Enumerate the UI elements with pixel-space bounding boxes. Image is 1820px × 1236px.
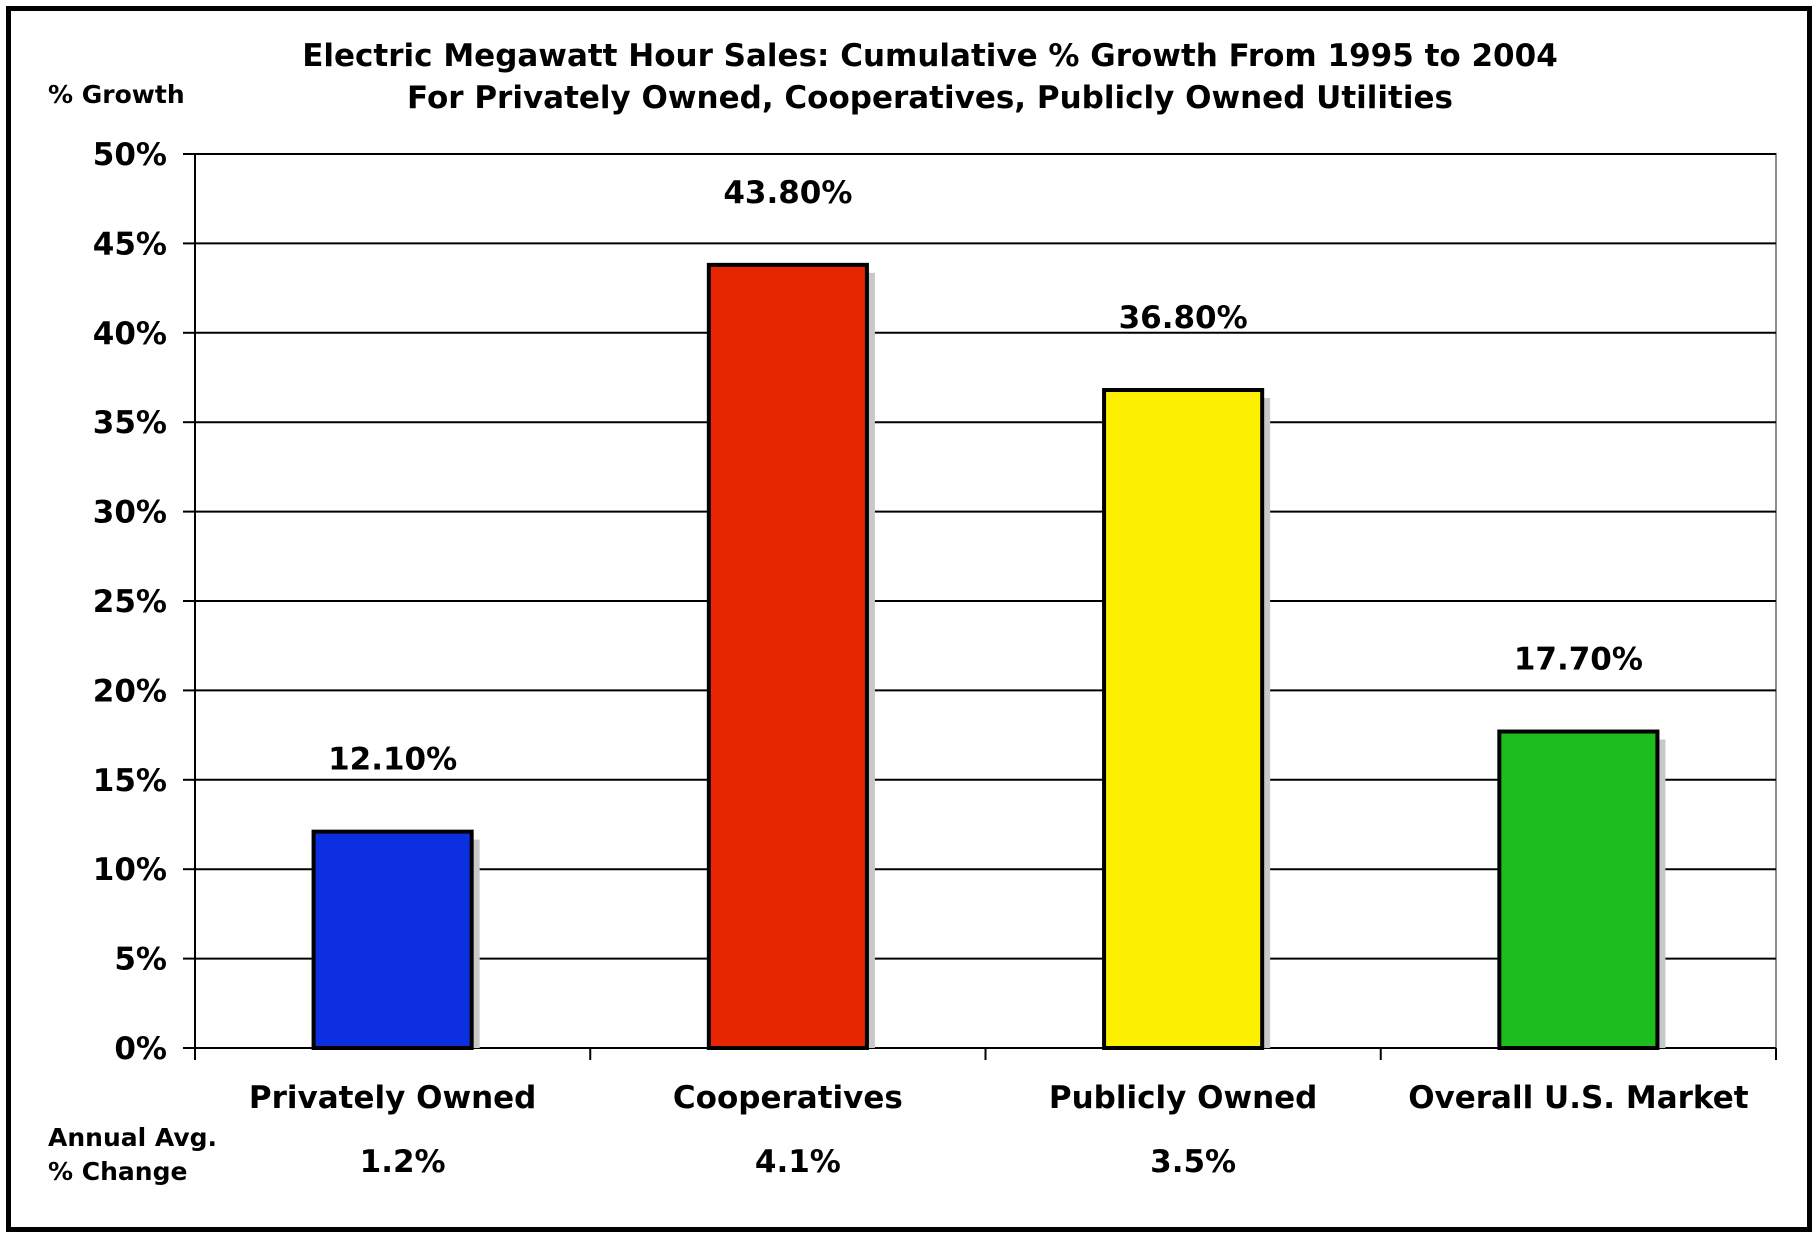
annual-label-line2: % Change (48, 1157, 188, 1186)
chart-title-line2: For Privately Owned, Cooperatives, Publi… (407, 80, 1453, 116)
y-tick-label: 25% (93, 584, 167, 620)
y-tick-label: 15% (93, 763, 167, 799)
y-tick-label: 50% (93, 137, 167, 173)
annual-value: 4.1% (755, 1144, 841, 1180)
bar-2 (1102, 388, 1265, 1050)
data-label: 12.10% (328, 742, 457, 778)
bar-3 (1497, 729, 1660, 1050)
x-category-label: Publicly Owned (1049, 1080, 1318, 1116)
x-category-label: Privately Owned (249, 1080, 537, 1116)
bar-0 (311, 829, 474, 1050)
annual-label-line1: Annual Avg. (48, 1123, 218, 1152)
annual-value: 3.5% (1150, 1144, 1236, 1180)
data-label: 36.80% (1119, 300, 1248, 336)
y-tick-label: 0% (114, 1031, 167, 1067)
annual-value: 1.2% (360, 1144, 446, 1180)
y-tick-label: 20% (93, 673, 167, 709)
data-label: 17.70% (1514, 642, 1643, 678)
y-tick-label: 5% (114, 942, 167, 978)
y-tick-label: 45% (93, 226, 167, 262)
chart-title-line1: Electric Megawatt Hour Sales: Cumulative… (302, 38, 1558, 74)
y-tick-label: 10% (93, 852, 167, 888)
y-tick-label: 40% (93, 316, 167, 352)
data-label: 43.80% (723, 175, 852, 211)
x-category-label: Cooperatives (673, 1080, 903, 1116)
bar-1 (706, 262, 869, 1050)
y-tick-label: 30% (93, 495, 167, 531)
x-category-label: Overall U.S. Market (1408, 1080, 1749, 1116)
y-tick-label: 35% (93, 405, 167, 441)
y-axis-label: % Growth (48, 80, 185, 109)
